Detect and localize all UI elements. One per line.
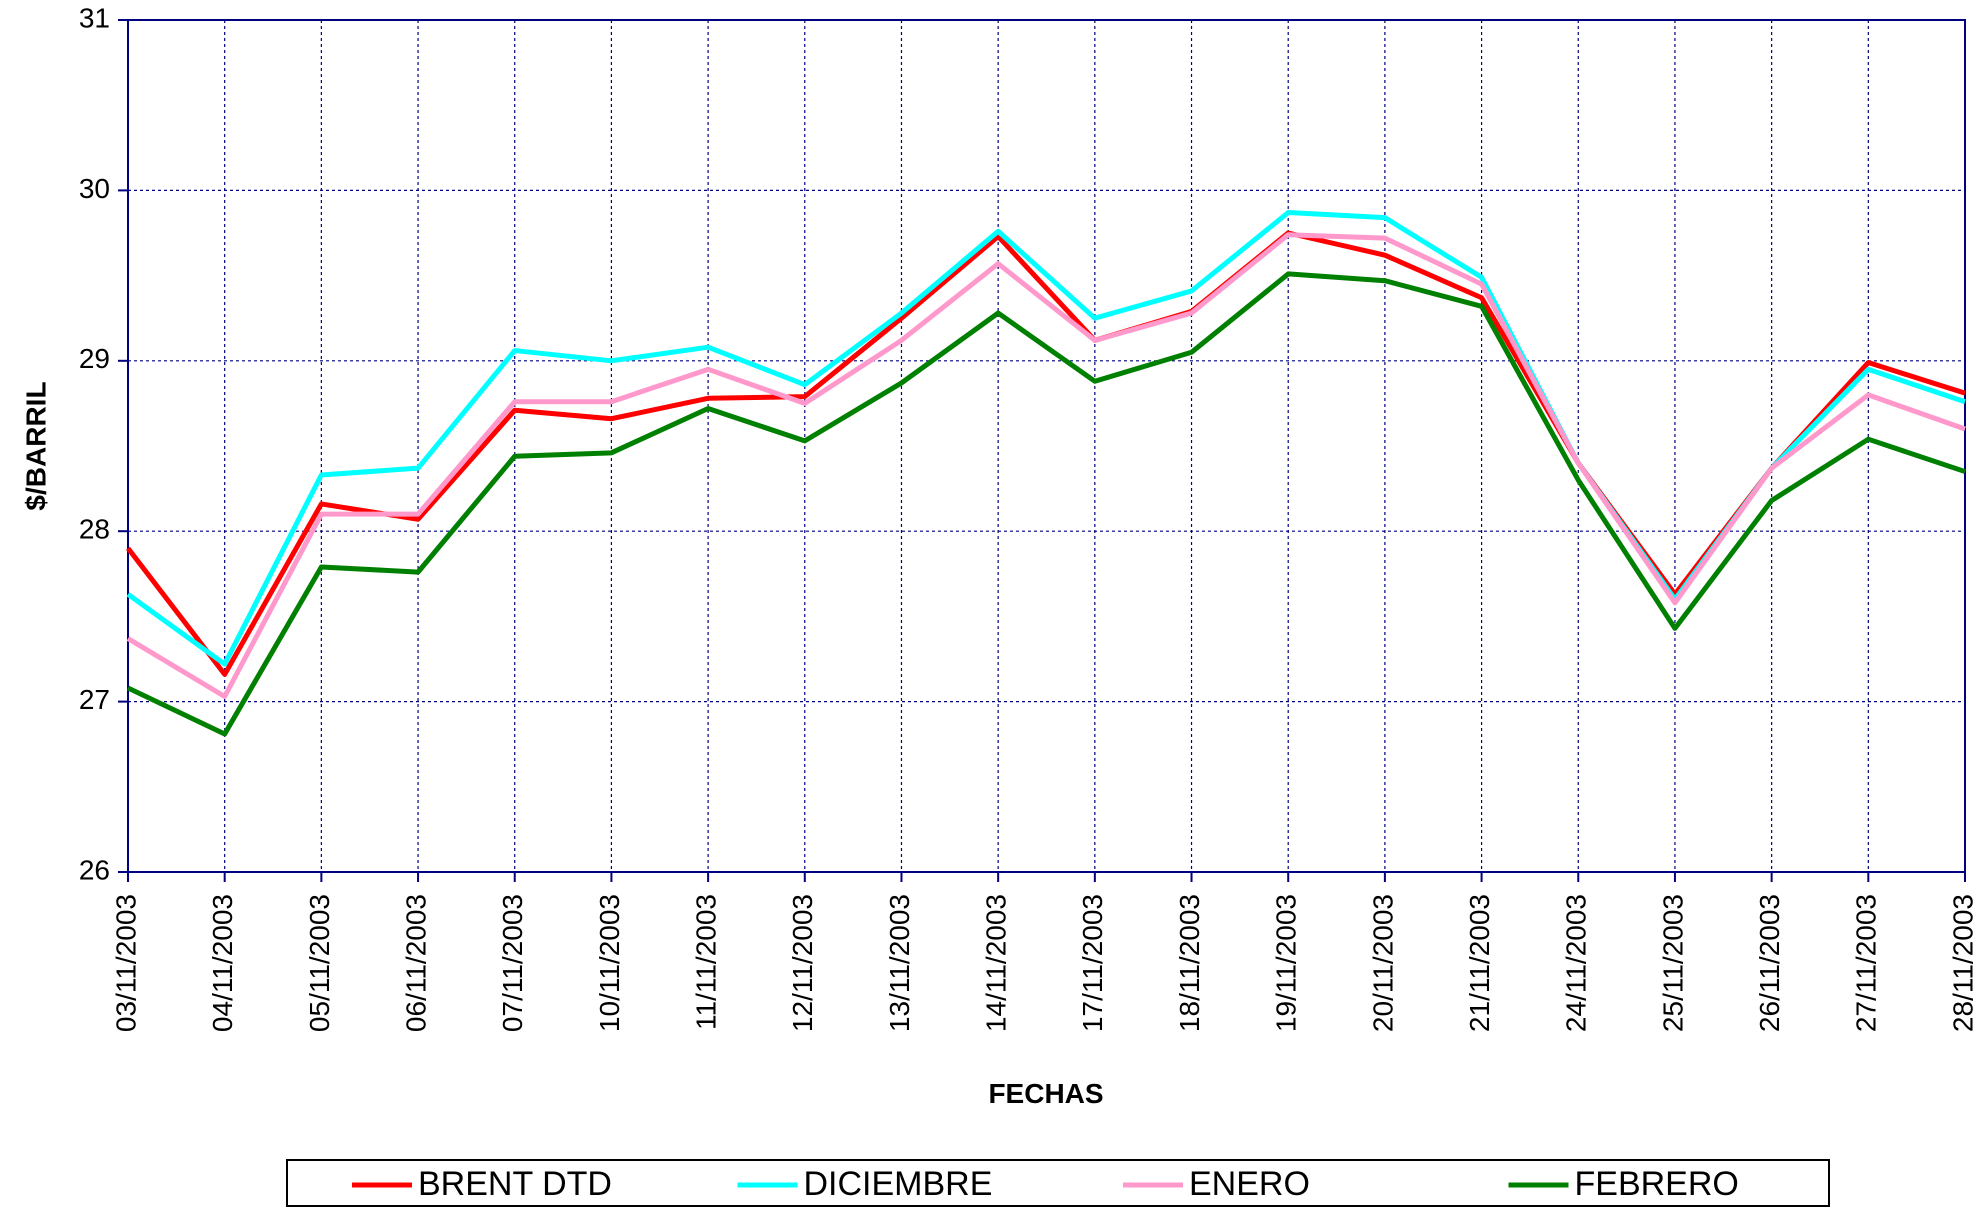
x-tick-label: 19/11/2003 bbox=[1271, 894, 1302, 1032]
legend-label: BRENT DTD bbox=[418, 1165, 612, 1203]
x-tick-label: 25/11/2003 bbox=[1657, 894, 1688, 1032]
plot-border bbox=[127, 19, 1966, 873]
x-tick-label: 27/11/2003 bbox=[1851, 894, 1882, 1032]
x-tick-label: 18/11/2003 bbox=[1174, 894, 1205, 1032]
x-tick-label: 13/11/2003 bbox=[884, 894, 915, 1032]
legend-label: DICIEMBRE bbox=[804, 1165, 993, 1203]
x-tick-label: 21/11/2003 bbox=[1464, 894, 1495, 1032]
x-tick-label: 11/11/2003 bbox=[690, 894, 721, 1030]
series-line bbox=[126, 271, 1966, 737]
x-tick-label: 04/11/2003 bbox=[207, 894, 238, 1032]
x-tick-label: 14/11/2003 bbox=[981, 894, 1012, 1032]
plot-area bbox=[128, 20, 1965, 872]
x-tick-label: 12/11/2003 bbox=[787, 894, 818, 1032]
x-tick-label: 06/11/2003 bbox=[400, 894, 431, 1032]
x-tick-label: 03/11/2003 bbox=[110, 894, 141, 1032]
x-tick-label: 24/11/2003 bbox=[1561, 894, 1592, 1032]
x-tick-label: 05/11/2003 bbox=[304, 894, 335, 1032]
x-tick-label: 10/11/2003 bbox=[594, 894, 625, 1032]
legend-label: ENERO bbox=[1189, 1165, 1310, 1203]
x-tick-label: 26/11/2003 bbox=[1754, 894, 1785, 1032]
legend-box bbox=[286, 1159, 1830, 1207]
legend-label: FEBRERO bbox=[1575, 1165, 1739, 1203]
y-tick-label: 28 bbox=[79, 514, 110, 545]
y-tick-label: 29 bbox=[79, 343, 110, 374]
x-tick-label: 20/11/2003 bbox=[1367, 894, 1398, 1032]
x-axis-title: FECHAS bbox=[988, 1078, 1103, 1109]
y-tick-label: 27 bbox=[79, 684, 110, 715]
x-tick-label: 17/11/2003 bbox=[1077, 894, 1108, 1032]
series-line bbox=[126, 232, 1966, 699]
y-tick-label: 31 bbox=[79, 2, 110, 33]
y-tick-label: 30 bbox=[79, 173, 110, 204]
x-tick-label: 28/11/2003 bbox=[1947, 894, 1978, 1032]
x-tick-label: 07/11/2003 bbox=[497, 894, 528, 1032]
y-axis-title: $/BARRIL bbox=[20, 381, 51, 510]
y-tick-label: 26 bbox=[79, 854, 110, 885]
